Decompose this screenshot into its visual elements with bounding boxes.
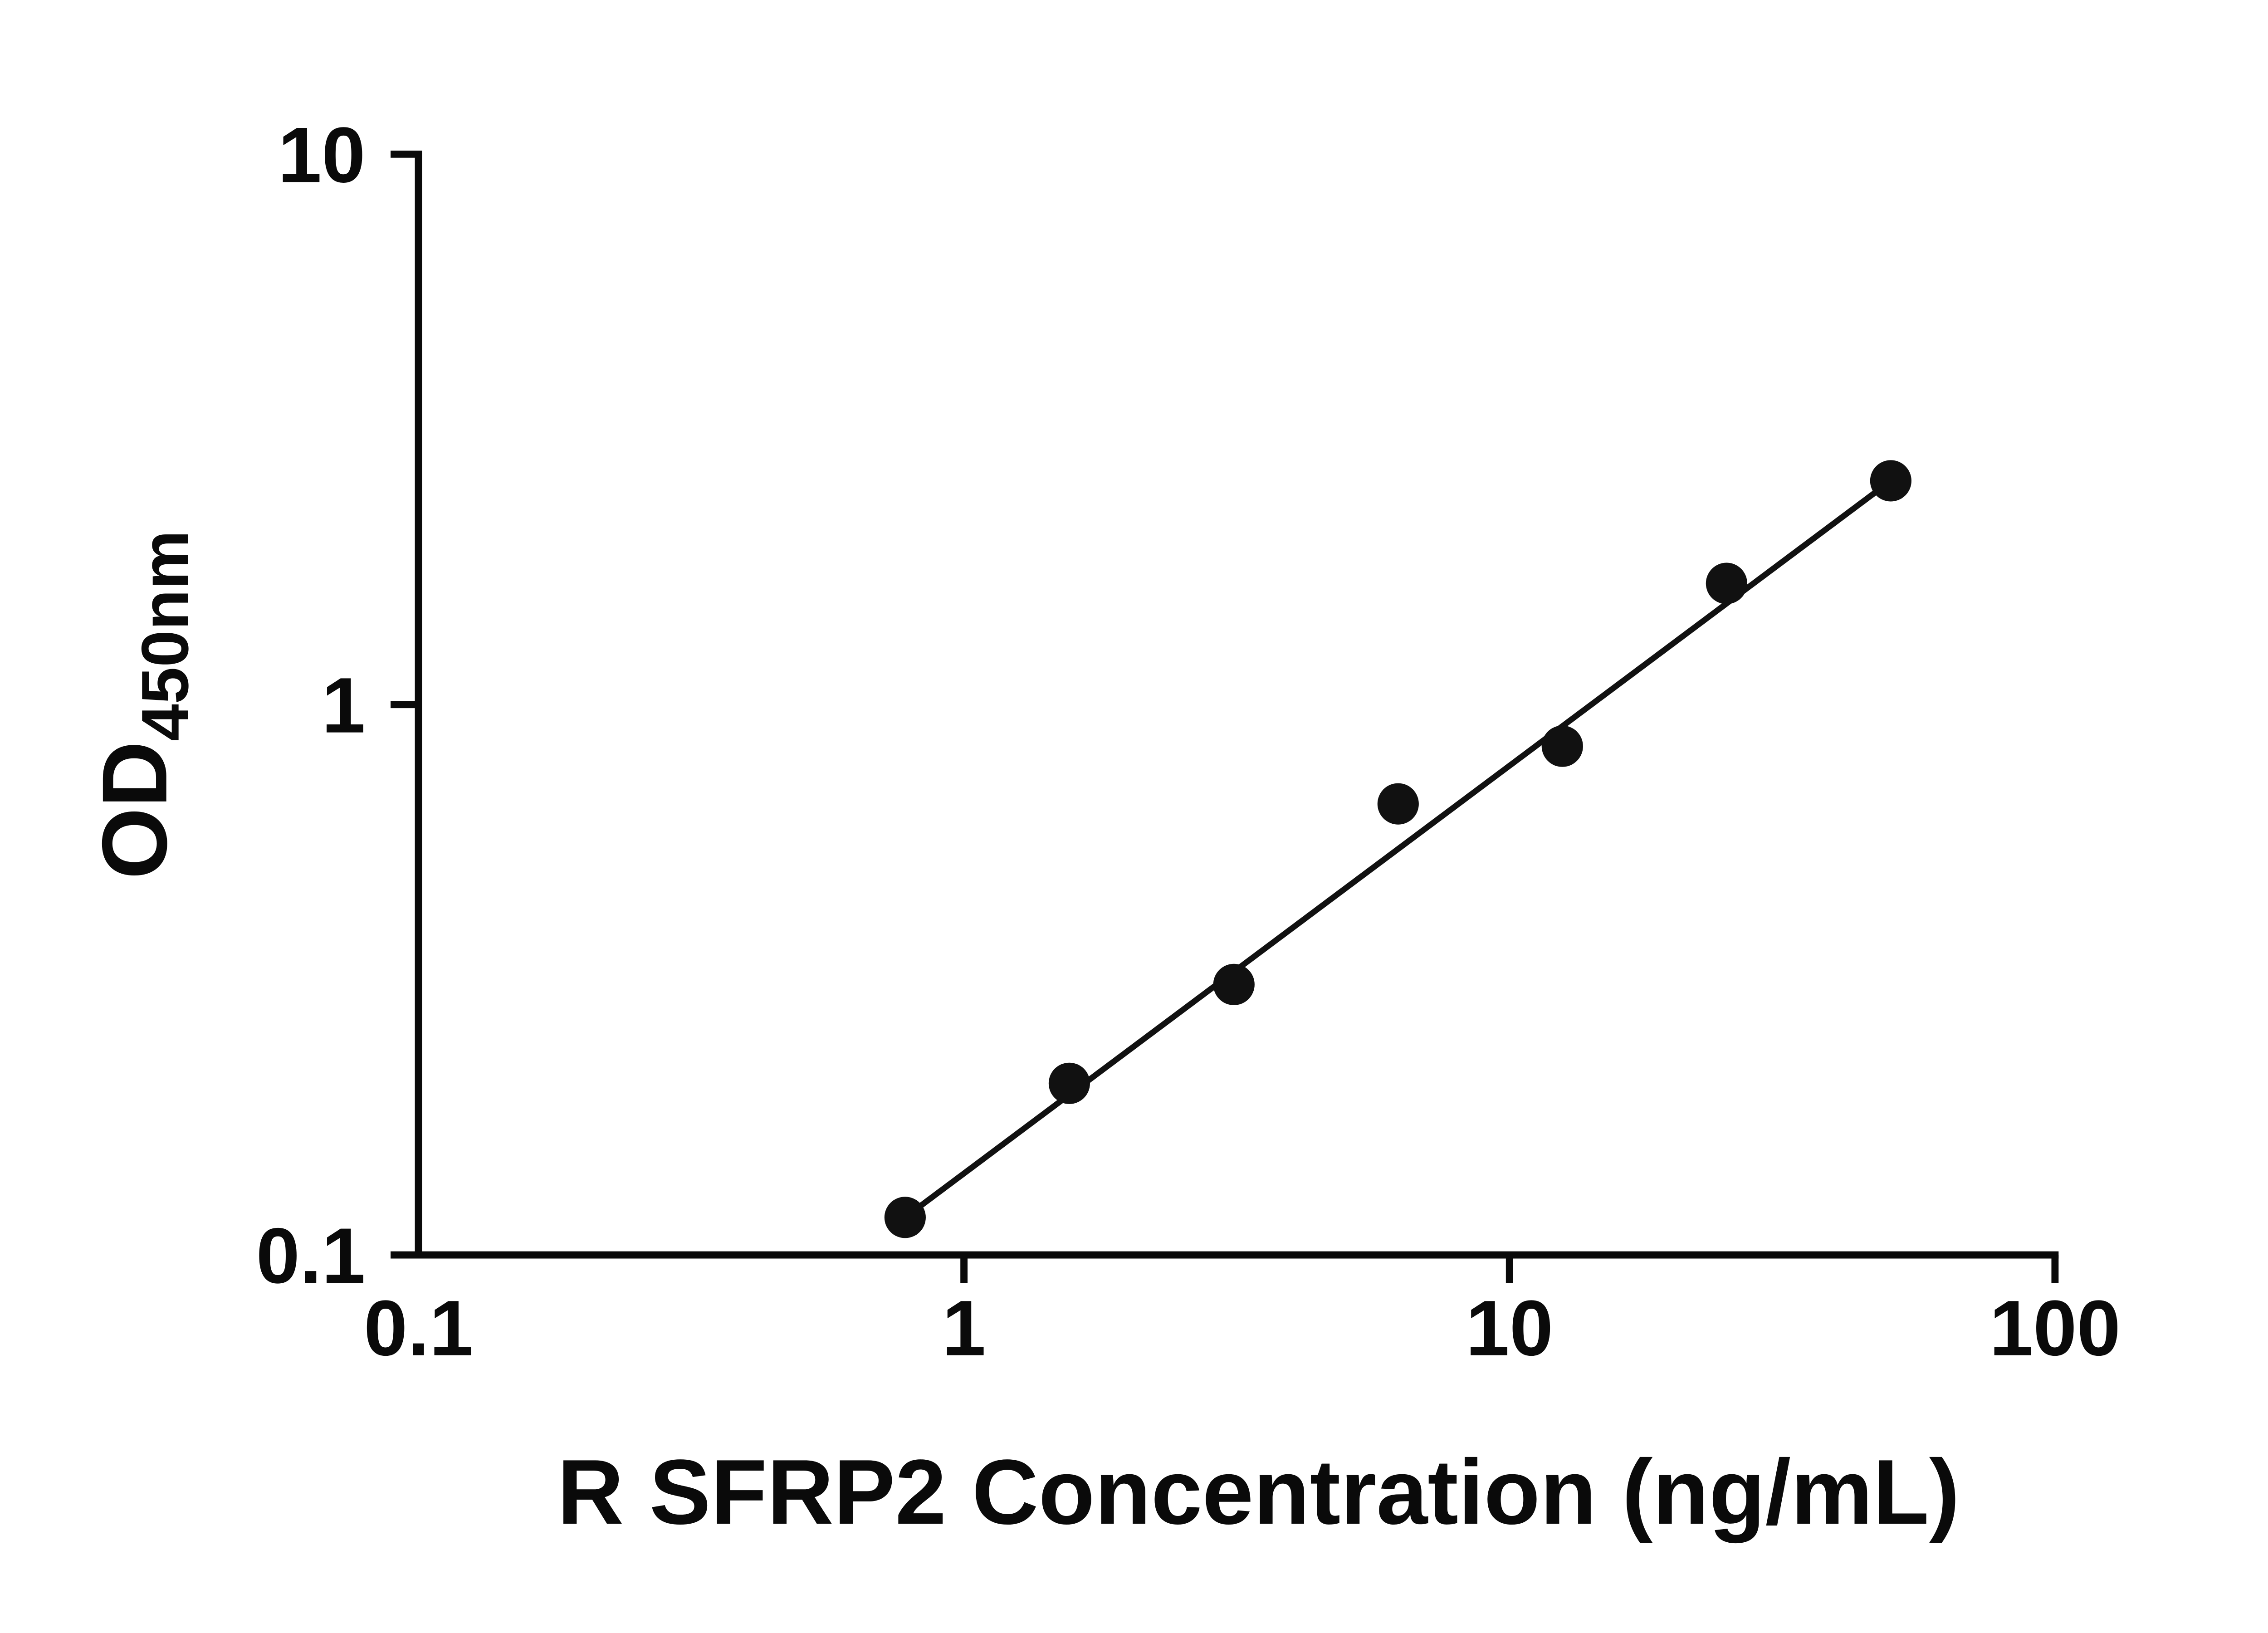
data-point-marker: [1377, 783, 1419, 825]
y-axis-title-main: OD: [83, 741, 186, 880]
data-point-marker: [884, 1197, 926, 1238]
plot-area: 0.1 1 10 100 10 1 0.1: [256, 111, 2121, 1372]
x-axis-title: R SFRP2 Concentration (ng/mL): [557, 1441, 1960, 1544]
data-point-marker: [1706, 562, 1747, 604]
x-tick-label: 0.1: [364, 1284, 473, 1372]
y-axis-title: OD450nm: [83, 530, 203, 879]
y-tick-label: 10: [278, 111, 366, 199]
y-axis-title-subscript: 450nm: [128, 530, 202, 741]
y-tick-label: 0.1: [256, 1212, 366, 1300]
data-point-marker: [1048, 1062, 1090, 1104]
data-point-marker: [1870, 460, 1911, 502]
axis-lines: [415, 150, 2059, 1259]
data-point-marker: [1541, 725, 1583, 767]
x-tick-label: 10: [1466, 1284, 1553, 1372]
x-tick-label: 100: [1989, 1284, 2121, 1372]
x-tick-label: 1: [942, 1284, 986, 1372]
y-tick-label: 1: [322, 661, 365, 749]
data-point-marker: [1213, 963, 1255, 1005]
